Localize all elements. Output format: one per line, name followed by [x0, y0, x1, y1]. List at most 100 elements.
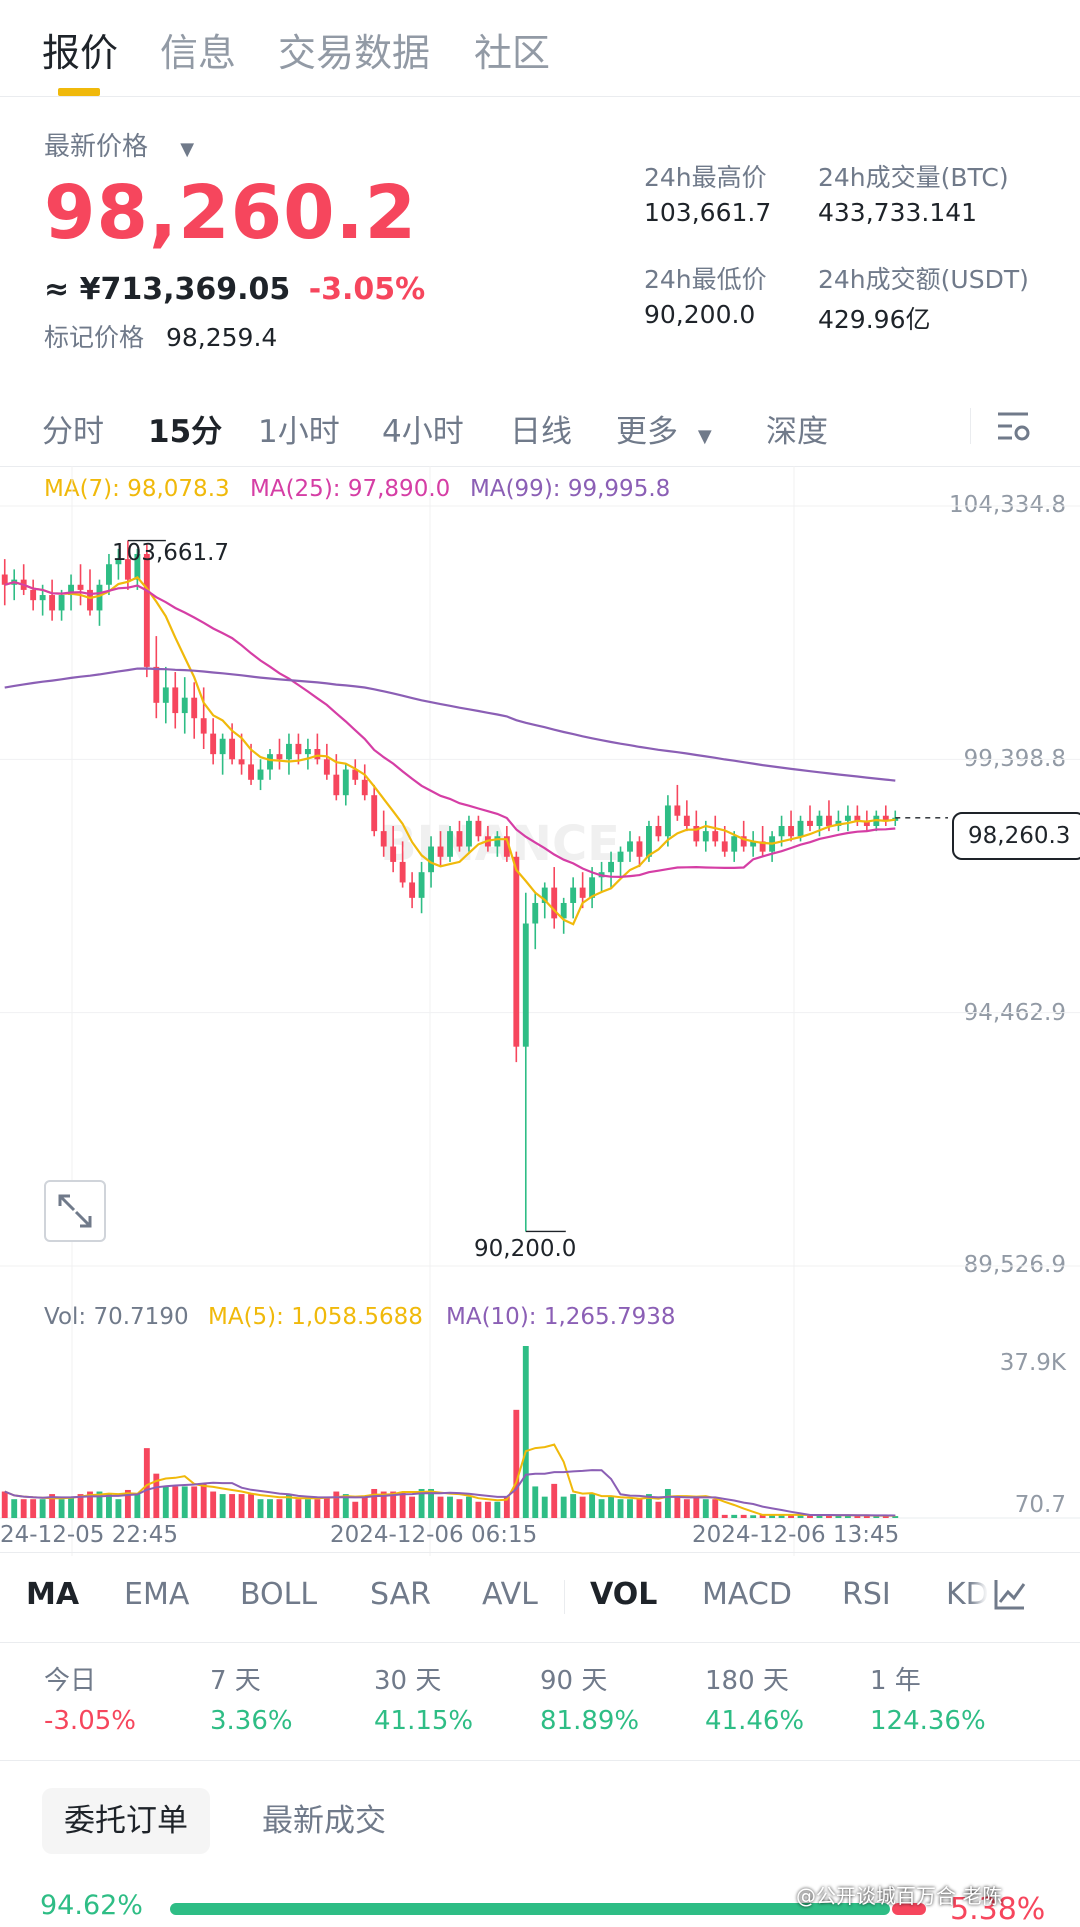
vol-usdt-value: 429.96亿: [818, 305, 931, 334]
candle-body: [579, 887, 586, 898]
perf-period-label: 180 天: [705, 1666, 789, 1696]
interval-1h[interactable]: 1小时: [258, 414, 340, 450]
volume-bar: [323, 1496, 330, 1518]
volume-bar: [30, 1499, 37, 1518]
candlestick-chart[interactable]: BINANCE: [0, 466, 1080, 1556]
expand-chart-button[interactable]: [44, 1180, 106, 1242]
volume-bar: [390, 1491, 397, 1518]
interval-15m[interactable]: 15分: [148, 414, 223, 450]
indicator-sar[interactable]: SAR: [370, 1577, 431, 1612]
volume-bar: [371, 1488, 378, 1518]
indicator-divider-line: [0, 1642, 1080, 1643]
candle-body: [541, 887, 548, 903]
time-label: 2024-12-06 06:15: [330, 1522, 538, 1548]
perf-period-label: 90 天: [540, 1666, 608, 1696]
candle-body: [503, 836, 510, 857]
caret-down-icon: ▼: [180, 139, 195, 160]
volume-bar: [608, 1496, 614, 1518]
interval-4h[interactable]: 4小时: [382, 414, 464, 450]
active-tab-indicator: [58, 88, 100, 96]
volume-bar: [778, 1514, 785, 1518]
tab-order-book[interactable]: 委托订单: [42, 1788, 210, 1854]
volume-bar: [342, 1494, 349, 1518]
volume-bar: [892, 1516, 899, 1518]
indicator-ema[interactable]: EMA: [124, 1577, 190, 1612]
candle-body: [124, 559, 131, 580]
candle-body: [740, 836, 747, 847]
volume-bar: [693, 1496, 700, 1518]
caret-down-icon: ▼: [697, 426, 712, 447]
interval-daily[interactable]: 日线: [510, 414, 572, 450]
ma25-line: [4, 581, 896, 879]
indicator-macd[interactable]: MACD: [702, 1577, 792, 1612]
candle-body: [191, 697, 198, 719]
candle-body: [172, 687, 179, 714]
tab-info[interactable]: 信息: [160, 31, 237, 75]
candle-body: [143, 553, 150, 667]
volume-bar: [882, 1515, 889, 1518]
volume-bar: [674, 1496, 681, 1518]
candle-body: [428, 846, 434, 873]
volume-bar: [143, 1448, 150, 1518]
volume-bar: [854, 1515, 861, 1518]
low-marker-label: 90,200.0: [474, 1236, 577, 1262]
volume-bar: [503, 1496, 510, 1518]
volume-bar: [248, 1494, 254, 1518]
candle-body: [693, 825, 700, 842]
volume-bar: [106, 1494, 112, 1518]
perf-period-value: -3.05%: [44, 1706, 136, 1736]
volume-bar: [162, 1486, 169, 1518]
volume-bar: [750, 1515, 757, 1518]
perf-period-label: 7 天: [210, 1666, 261, 1696]
volume-bar: [532, 1486, 539, 1518]
candle-body: [390, 846, 397, 862]
perf-period-label: 30 天: [374, 1666, 442, 1696]
candle-body: [882, 815, 889, 821]
ma99-line: [4, 667, 896, 782]
candle-body: [617, 851, 624, 862]
tab-trade-data[interactable]: 交易数据: [278, 31, 431, 75]
indicator-boll[interactable]: BOLL: [240, 1577, 318, 1612]
indicator-ma[interactable]: MA: [26, 1577, 80, 1612]
candle-body: [750, 841, 757, 847]
indicator-vol[interactable]: VOL: [590, 1577, 658, 1612]
price-type-dropdown[interactable]: 最新价格 ▼: [44, 126, 194, 163]
indicator-settings-icon[interactable]: [990, 1574, 1038, 1618]
indicator-kd[interactable]: KD: [946, 1577, 989, 1612]
candle-body: [58, 595, 65, 611]
volume-bar: [560, 1496, 567, 1518]
candle-body: [532, 902, 539, 924]
price-cny: ≈ ¥713,369.05: [44, 272, 291, 307]
volume-bar: [200, 1483, 207, 1518]
candle-body: [702, 831, 709, 842]
volume-bar: [295, 1499, 302, 1518]
volume-bar: [494, 1501, 501, 1518]
tab-community[interactable]: 社区: [474, 31, 551, 75]
price-change: -3.05%: [308, 272, 426, 307]
candle-body: [276, 754, 283, 760]
indicator-avl[interactable]: AVL: [482, 1577, 538, 1612]
price-axis-label: 104,334.8: [948, 492, 1066, 518]
volume-bar: [399, 1491, 406, 1518]
candle-body: [494, 836, 501, 847]
vol-axis-bottom: 70.7: [1014, 1492, 1066, 1518]
candle-body: [96, 584, 103, 611]
candle-body: [409, 882, 416, 898]
tab-quote[interactable]: 报价: [42, 31, 119, 75]
tab-latest-trades[interactable]: 最新成交: [262, 1803, 386, 1839]
chart-settings-icon[interactable]: [996, 410, 1032, 448]
candle-body: [238, 759, 245, 765]
volume-bar: [276, 1499, 283, 1518]
candle-body: [106, 564, 112, 585]
volume-bar: [551, 1483, 558, 1518]
interval-timeshare[interactable]: 分时: [42, 414, 104, 450]
indicator-rsi[interactable]: RSI: [842, 1577, 891, 1612]
candle-body: [229, 738, 236, 760]
header-divider: [0, 96, 1080, 97]
volume-bar: [333, 1491, 340, 1518]
interval-more[interactable]: 更多 ▼: [616, 406, 712, 451]
volume-bar: [579, 1496, 586, 1518]
interval-depth[interactable]: 深度: [766, 414, 828, 450]
volume-bar: [77, 1494, 84, 1518]
volume-bar: [437, 1496, 444, 1518]
